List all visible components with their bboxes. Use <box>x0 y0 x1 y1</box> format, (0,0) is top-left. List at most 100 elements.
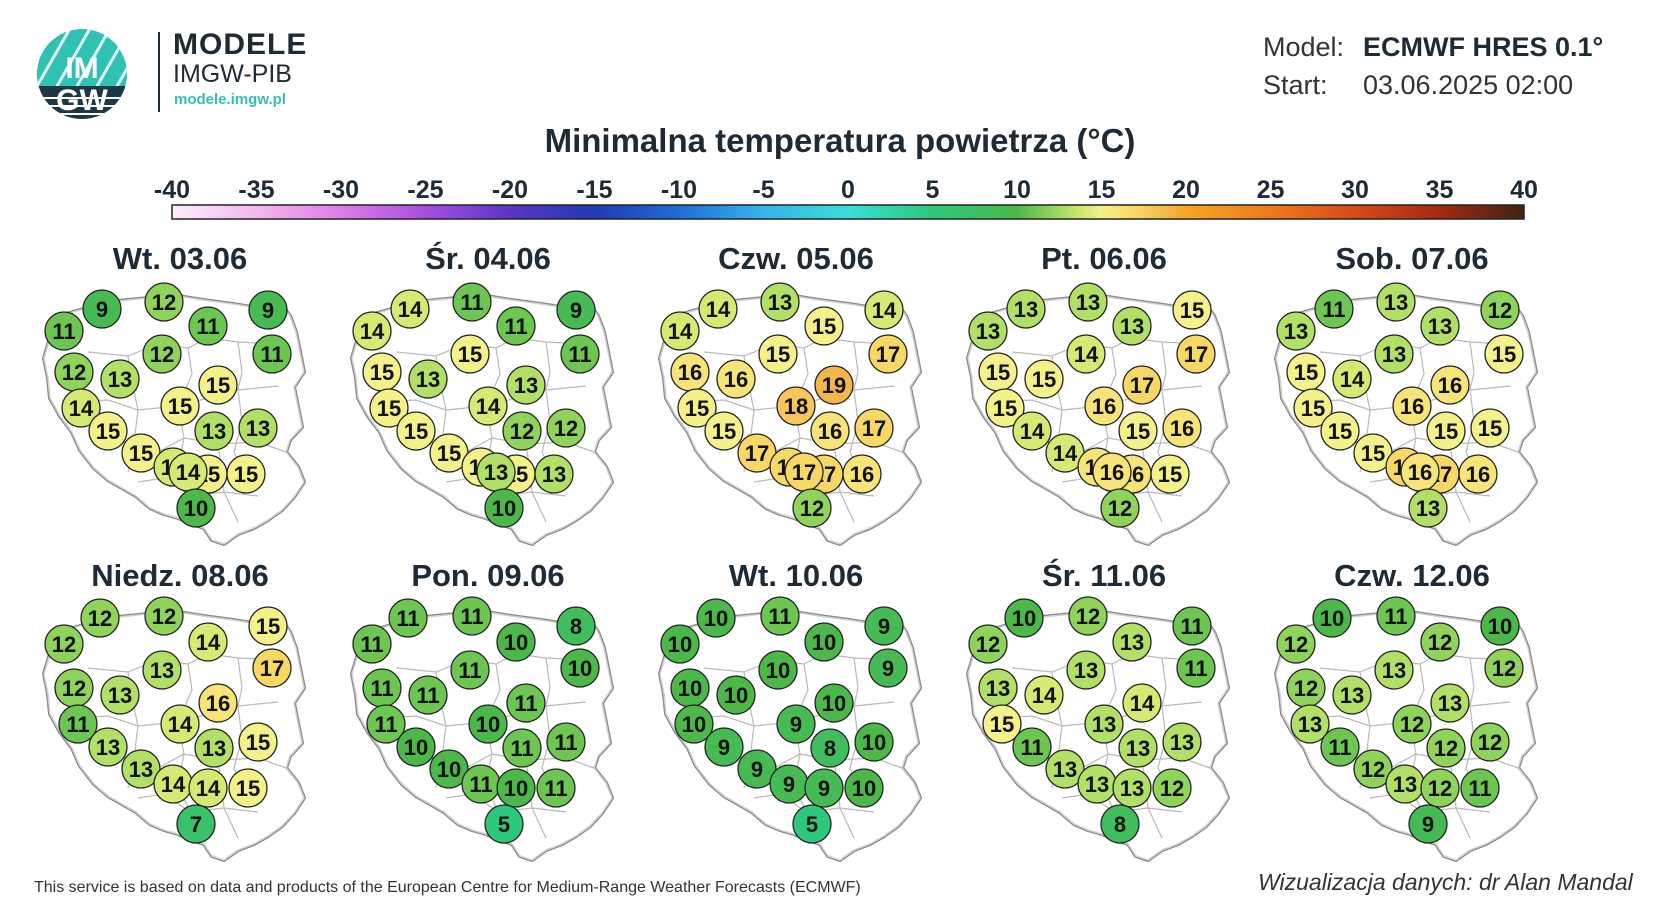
temperature-dot <box>1112 306 1152 346</box>
temperature-value: 13 <box>202 419 226 444</box>
temperature-dot <box>502 728 542 768</box>
temperature-value: 13 <box>1085 772 1109 797</box>
temperature-dot <box>677 388 717 428</box>
temperature-value: 15 <box>1328 419 1352 444</box>
temperature-value: 15 <box>1434 419 1458 444</box>
temperature-dot <box>1376 596 1416 636</box>
temperature-marker: 10 <box>396 727 436 767</box>
temperature-marker: 11 <box>188 306 228 346</box>
temperature-value: 12 <box>62 360 86 385</box>
temperature-dot <box>814 365 854 405</box>
poland-map: 1113131213151315141615161515151517171616… <box>1274 282 1538 546</box>
temperature-value: 16 <box>1438 373 1462 398</box>
temperature-marker: 15 <box>226 454 266 494</box>
temperature-marker: 11 <box>1376 596 1416 636</box>
temperature-marker: 13 <box>1374 650 1414 690</box>
temperature-value: 10 <box>504 630 528 655</box>
temperature-dot <box>696 598 736 638</box>
temperature-value: 13 <box>1428 314 1452 339</box>
temperature-dot <box>1066 334 1106 374</box>
temperature-marker: 10 <box>496 622 536 662</box>
temperature-value: 14 <box>1130 691 1155 716</box>
temperature-value: 13 <box>1126 736 1150 761</box>
temperature-value: 7 <box>190 812 202 837</box>
temperature-value: 9 <box>751 757 763 782</box>
poland-map: 10 11 12 10 12 12 12 13 13 13 13 12 11 12 12 12 13 12 11 9 <box>1274 596 1538 862</box>
temperature-value: 13 <box>1053 757 1077 782</box>
temperature-marker: 13 <box>1068 282 1108 322</box>
temperature-marker: 10 <box>844 768 884 808</box>
temperature-dot <box>1470 408 1510 448</box>
temperature-value: 11 <box>1184 656 1207 681</box>
temperature-marker: 7 <box>176 804 216 844</box>
temperature-value: 13 <box>1170 730 1194 755</box>
temperature-marker: 11 <box>1176 648 1216 688</box>
scale-tick-label: -15 <box>576 176 612 204</box>
temperature-marker: 11 <box>58 704 98 744</box>
temperature-marker: 11 <box>452 596 492 636</box>
scale-tick-label: 30 <box>1341 176 1369 204</box>
temperature-marker: 11 <box>1320 727 1360 767</box>
temperature-value: 9 <box>790 712 802 737</box>
temperature-marker: 15 <box>228 768 268 808</box>
temperature-dot <box>758 334 798 374</box>
temperature-dot <box>1480 290 1520 330</box>
temperature-marker: 12 <box>144 596 184 636</box>
temperature-dot <box>58 704 98 744</box>
temperature-value: 12 <box>1428 776 1452 801</box>
temperature-dot <box>760 596 800 636</box>
temperature-value: 10 <box>476 712 500 737</box>
temperature-dot <box>1420 622 1460 662</box>
temperature-value: 10 <box>404 735 428 760</box>
temperature-value: 16 <box>206 691 230 716</box>
scale-tick-label: 25 <box>1257 176 1285 204</box>
scale-tick-label: -25 <box>407 176 443 204</box>
temperature-marker: 13 <box>1376 282 1416 322</box>
temperature-value: 13 <box>1340 683 1364 708</box>
temperature-value: 11 <box>460 290 483 315</box>
temperature-value: 13 <box>484 460 508 485</box>
temperature-value: 9 <box>718 735 730 760</box>
temperature-value: 11 <box>360 632 383 657</box>
temperature-dot <box>1122 365 1162 405</box>
brand-url-link[interactable]: modele.imgw.pl <box>174 91 286 108</box>
temperature-value: 10 <box>724 683 748 708</box>
temperature-value: 13 <box>986 676 1010 701</box>
temperature-dot <box>396 727 436 767</box>
temperature-value: 9 <box>783 772 795 797</box>
temperature-value: 12 <box>152 604 176 629</box>
temperature-marker: 10 <box>1312 598 1352 638</box>
temperature-dot <box>1122 683 1162 723</box>
temperature-marker: 14 <box>188 622 228 662</box>
temperature-value: 12 <box>1492 656 1516 681</box>
temperature-value: 10 <box>766 658 790 683</box>
temperature-dot <box>1332 359 1372 399</box>
temperature-marker: 9 <box>704 727 744 767</box>
temperature-marker: 13 <box>121 749 161 789</box>
temperature-dot <box>121 749 161 789</box>
logo-text-bottom: GW <box>56 84 108 117</box>
temperature-dot <box>1118 411 1158 451</box>
start-value: 03.06.2025 02:00 <box>1363 70 1574 100</box>
temperature-marker: 10 <box>176 488 216 528</box>
temperature-value: 10 <box>682 712 706 737</box>
temperature-value: 11 <box>196 314 219 339</box>
temperature-marker: 16 <box>1084 386 1124 426</box>
temperature-marker: 15 <box>198 365 238 405</box>
temperature-marker: 18 <box>776 386 816 426</box>
temperature-marker: 11 <box>362 668 402 708</box>
day-title: Czw. 05.06 <box>718 241 874 276</box>
temperature-marker: 11 <box>1460 768 1500 808</box>
temperature-dot <box>758 650 798 690</box>
temperature-value: 16 <box>1100 460 1124 485</box>
temperature-dot <box>556 290 596 330</box>
scale-tick-label: 5 <box>926 176 940 204</box>
temperature-value: 12 <box>1400 712 1424 737</box>
temperature-dot <box>1408 804 1448 844</box>
temperature-marker: 17 <box>854 408 894 448</box>
temperature-marker: 12 <box>1353 749 1393 789</box>
temperature-marker: 11 <box>44 311 84 351</box>
temperature-dot <box>176 488 216 528</box>
temperature-marker: 9 <box>769 764 809 804</box>
